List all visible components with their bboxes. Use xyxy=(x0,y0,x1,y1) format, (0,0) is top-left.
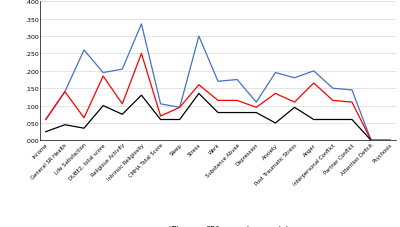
Legend: KPI, QB6, Incremental: KPI, QB6, Incremental xyxy=(148,225,288,227)
